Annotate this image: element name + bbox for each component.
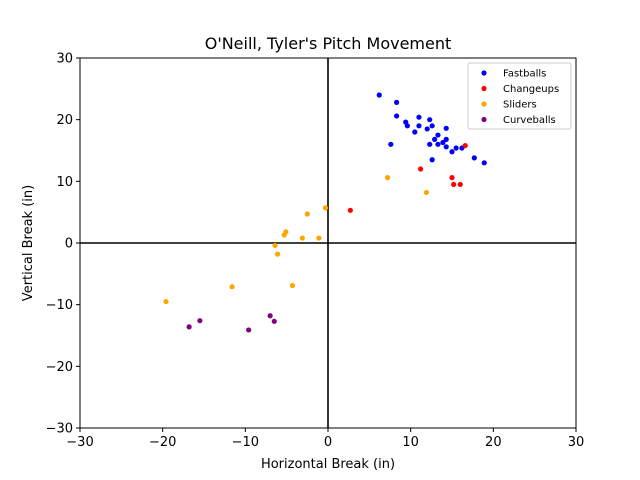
- y-tick-label: −30: [46, 422, 73, 437]
- curveballs-point: [267, 313, 273, 319]
- legend: Fastballs Changeups Sliders Curveballs: [467, 62, 572, 130]
- sliders-point: [384, 175, 391, 181]
- y-tick-label: 30: [56, 52, 73, 67]
- fastballs-point: [453, 145, 459, 151]
- x-axis-title: Horizontal Break (in): [261, 457, 395, 472]
- fastballs-point: [376, 92, 382, 98]
- x-tick-label: 10: [402, 435, 419, 450]
- changeups-point: [417, 166, 424, 172]
- curveballs-point: [186, 324, 192, 330]
- legend-label-curveballs: Curveballs: [503, 115, 556, 126]
- fastballs-point: [443, 144, 449, 150]
- fastballs-point: [443, 125, 449, 131]
- curveballs-point: [197, 318, 203, 324]
- y-tick-label: 10: [56, 175, 73, 190]
- legend-marker-fastballs: [481, 70, 487, 76]
- fastballs-point: [440, 139, 446, 146]
- fastballs-point: [427, 141, 433, 147]
- fastballs-point: [388, 141, 394, 147]
- legend-frame: [467, 62, 572, 130]
- curveballs-point: [271, 318, 277, 324]
- fastballs-point: [481, 160, 487, 166]
- sliders-point: [163, 298, 169, 305]
- x-tick-label: 0: [324, 435, 332, 450]
- y-axis-title: Vertical Break (in): [21, 185, 36, 301]
- changeups-point: [457, 181, 463, 188]
- x-tick-label: −20: [149, 435, 176, 450]
- fastballs-point: [471, 155, 477, 161]
- series-sliders: [163, 175, 429, 305]
- fastballs-point: [412, 129, 418, 135]
- y-tick-label: −10: [46, 298, 73, 313]
- changeups-point: [449, 175, 455, 181]
- curveballs-point: [246, 327, 252, 333]
- series-curveballs: [186, 313, 277, 333]
- sliders-point: [229, 284, 235, 290]
- sliders-point: [423, 189, 429, 196]
- fastballs-point: [404, 123, 410, 129]
- sliders-point: [272, 242, 278, 249]
- x-tick-label: −30: [66, 435, 93, 450]
- y-axis-ticks: −30 −20 −10 0 10 20 30: [46, 52, 80, 437]
- chart-title: O'Neill, Tyler's Pitch Movement: [205, 34, 452, 53]
- legend-label-fastballs: Fastballs: [503, 69, 546, 80]
- series-fastballs: [376, 92, 487, 166]
- sliders-point: [299, 235, 305, 241]
- y-tick-label: 0: [65, 237, 73, 252]
- fastballs-point: [432, 136, 438, 142]
- sliders-point: [289, 282, 296, 289]
- legend-marker-sliders: [481, 101, 487, 107]
- series-changeups: [347, 142, 468, 213]
- x-axis-ticks: −30 −20 −10 0 10 20 30: [66, 428, 584, 450]
- sliders-point: [322, 205, 329, 211]
- fastballs-point: [429, 123, 435, 129]
- sliders-point: [316, 235, 322, 241]
- legend-marker-changeups: [481, 85, 487, 92]
- fastballs-point: [416, 123, 422, 129]
- fastballs-point: [449, 149, 455, 155]
- y-tick-label: −20: [46, 360, 73, 375]
- changeups-point: [347, 207, 353, 213]
- fastballs-point: [429, 157, 435, 163]
- sliders-point: [281, 232, 287, 238]
- x-tick-label: 30: [568, 435, 585, 450]
- y-tick-label: 20: [56, 113, 73, 128]
- fastballs-point: [443, 136, 449, 142]
- changeups-point: [451, 181, 457, 188]
- sliders-point: [304, 211, 310, 217]
- fastballs-point: [435, 132, 441, 138]
- sliders-point: [274, 251, 281, 257]
- fastballs-point: [416, 114, 422, 120]
- fastballs-point: [427, 117, 433, 123]
- reference-lines: [80, 58, 576, 428]
- x-tick-label: −10: [232, 435, 259, 450]
- data-points: [163, 92, 487, 333]
- legend-marker-curveballs: [481, 116, 487, 123]
- legend-items: Fastballs Changeups Sliders Curveballs: [481, 69, 559, 126]
- fastballs-point: [394, 99, 400, 105]
- x-tick-label: 20: [485, 435, 502, 450]
- fastballs-point: [394, 113, 400, 119]
- legend-label-sliders: Sliders: [503, 100, 537, 111]
- changeups-point: [462, 142, 468, 149]
- fastballs-point: [435, 141, 441, 147]
- fastballs-point: [424, 126, 430, 132]
- legend-label-changeups: Changeups: [503, 84, 559, 95]
